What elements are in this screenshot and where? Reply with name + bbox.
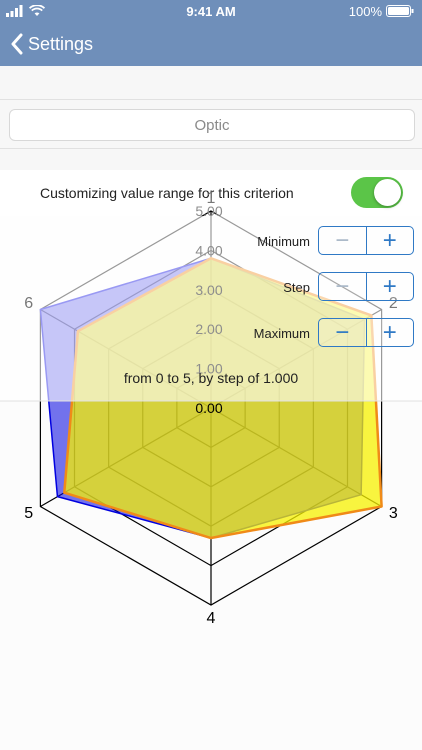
minimum-stepper[interactable]: − + bbox=[318, 226, 414, 255]
radar-tick-label: 2.00 bbox=[195, 321, 222, 337]
battery-icon bbox=[386, 5, 414, 17]
custom-range-toggle[interactable] bbox=[351, 177, 403, 208]
criterion-name-label: Optic bbox=[194, 116, 230, 134]
range-summary: from 0 to 5, by step of 1.000 bbox=[123, 370, 299, 386]
custom-range-row: Customizing value range for this criteri… bbox=[0, 170, 422, 216]
radar-axis-labels: 1 2 3 4 5 6 bbox=[24, 190, 398, 627]
status-time: 9:41 AM bbox=[186, 4, 236, 19]
signal-icon bbox=[6, 5, 23, 17]
wifi-icon bbox=[29, 5, 45, 16]
step-decrement-button[interactable]: − bbox=[319, 273, 367, 300]
back-label: Settings bbox=[28, 33, 94, 54]
radar-tick-label: 1.00 bbox=[195, 361, 222, 377]
radar-axis-label: 3 bbox=[389, 505, 398, 522]
maximum-label: Maximum bbox=[253, 326, 310, 341]
radar-tick-label: 5.00 bbox=[195, 203, 222, 219]
radar-tick-label: 4.00 bbox=[195, 242, 222, 258]
radar-tick-labels: 0.00 1.00 2.00 3.00 4.00 5.00 bbox=[195, 203, 222, 416]
radar-axis-label: 6 bbox=[24, 295, 33, 312]
criterion-name-field[interactable]: Optic bbox=[9, 109, 415, 141]
radar-tick-label: 0.00 bbox=[195, 400, 222, 416]
separator bbox=[0, 99, 422, 100]
step-increment-button[interactable]: + bbox=[382, 272, 397, 300]
toggle-knob bbox=[374, 179, 401, 206]
settings-overlay bbox=[0, 216, 422, 401]
status-bar: 9:41 AM 100% bbox=[0, 0, 422, 22]
minimum-label: Minimum bbox=[257, 234, 310, 249]
separator bbox=[0, 148, 422, 149]
radar-tick-label: 3.00 bbox=[195, 282, 222, 298]
step-stepper[interactable]: − + bbox=[318, 272, 414, 301]
step-label: Step bbox=[283, 280, 310, 295]
battery-percent: 100% bbox=[348, 4, 382, 19]
back-button[interactable]: Settings bbox=[10, 31, 93, 57]
minimum-increment-button[interactable]: + bbox=[382, 226, 397, 254]
radar-axis-label: 4 bbox=[207, 610, 216, 627]
navigation-bar: Settings bbox=[0, 22, 422, 66]
radar-axis-label: 1 bbox=[207, 190, 216, 207]
maximum-increment-button[interactable]: + bbox=[382, 318, 397, 346]
custom-range-label: Customizing value range for this criteri… bbox=[40, 185, 294, 201]
radar-axis-label: 2 bbox=[389, 295, 398, 312]
radar-series bbox=[0, 216, 422, 540]
chevron-left-icon bbox=[11, 33, 23, 55]
minimum-decrement-button[interactable]: − bbox=[319, 227, 367, 254]
radar-axis-label: 5 bbox=[24, 505, 33, 522]
maximum-stepper[interactable]: − + bbox=[318, 318, 414, 347]
maximum-decrement-button[interactable]: − bbox=[319, 319, 367, 346]
